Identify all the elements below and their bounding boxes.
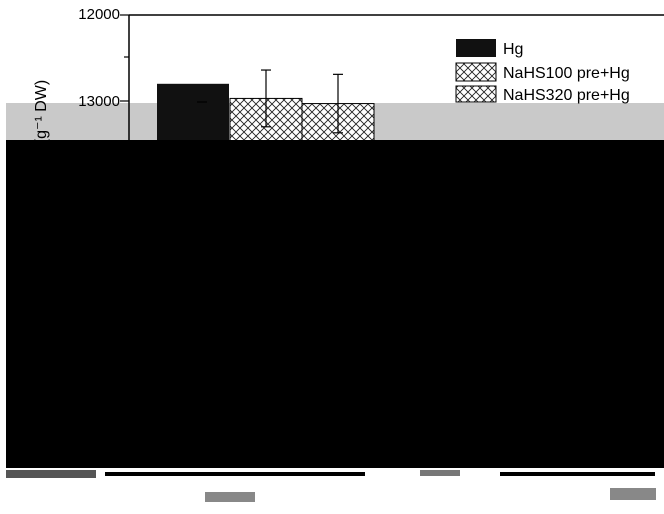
legend-label-nahs100: NaHS100 pre+Hg [503, 65, 630, 82]
bar-0 [157, 83, 229, 146]
black-overlay [6, 140, 664, 468]
y-ticks [120, 14, 129, 102]
legend-swatch-hg [456, 39, 496, 57]
legend-label-nahs320: NaHS320 pre+Hg [503, 87, 630, 104]
legend: Hg NaHS100 pre+Hg NaHS320 pre+Hg [455, 39, 630, 104]
bottom-remnants [6, 470, 656, 502]
legend-label-hg: Hg [503, 41, 523, 58]
y-axis-label: (g⁻¹ DW) [33, 80, 50, 144]
y-tick-label-13000: 13000 [78, 93, 120, 110]
black-overlay-upper [6, 140, 136, 148]
legend-swatch-nahs320 [455, 85, 497, 103]
bars [157, 69, 375, 147]
y-tick-label-12000: 12000 [78, 6, 120, 23]
legend-swatch-nahs100 [455, 62, 497, 82]
